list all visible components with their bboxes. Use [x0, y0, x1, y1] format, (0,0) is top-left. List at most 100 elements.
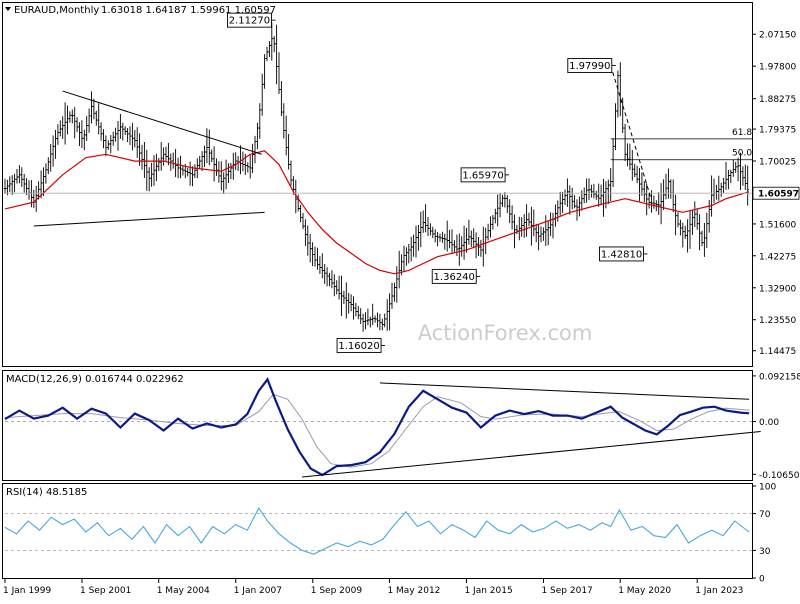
price-bar	[6, 179, 9, 196]
price-bar	[573, 195, 576, 209]
price-bar	[347, 292, 350, 314]
price-bar	[333, 274, 336, 297]
price-bar	[140, 144, 144, 170]
macd-axis-tick-label: 0.092158	[759, 372, 800, 382]
price-bar	[359, 308, 362, 324]
price-bar	[448, 229, 451, 249]
macd-panel	[2, 370, 753, 481]
price-bar	[378, 313, 382, 331]
moving-average-line	[4, 150, 750, 275]
price-bar	[705, 212, 709, 248]
price-bar	[71, 109, 74, 124]
price-bar	[438, 233, 442, 242]
x-axis-tick-label: 1 May 2004	[157, 586, 210, 596]
price-bar	[635, 165, 639, 184]
price-bar	[217, 161, 221, 183]
price-bar	[265, 46, 269, 62]
price-bar	[695, 208, 699, 230]
price-bar	[657, 192, 660, 215]
rsi-axis-tick-label: 0	[759, 575, 765, 585]
price-bar	[10, 175, 14, 195]
price-bar	[222, 172, 225, 194]
price-bar	[186, 167, 189, 177]
price-bar	[590, 184, 593, 198]
price-bar	[304, 219, 307, 246]
fib-level-label: 61.8	[732, 128, 752, 138]
price-bar	[352, 296, 355, 320]
price-bar	[282, 103, 286, 139]
price-bar	[123, 126, 127, 135]
price-bar	[37, 181, 40, 200]
price-bar	[729, 169, 733, 184]
price-bar	[498, 193, 502, 218]
price-bar	[92, 98, 96, 120]
price-bar	[224, 159, 228, 190]
price-axis-tick-label: 1.70025	[759, 158, 796, 168]
price-bar	[51, 135, 55, 167]
rsi-axis-tick-label: 30	[759, 547, 771, 557]
price-bar	[732, 159, 735, 177]
price-bar	[568, 185, 572, 215]
price-bar	[251, 143, 254, 174]
price-bar	[474, 232, 478, 259]
price-bar	[402, 245, 406, 273]
price-bar	[152, 155, 156, 186]
price-bar	[744, 164, 747, 190]
price-axis-tick-label: 1.88275	[759, 95, 796, 105]
price-bar	[135, 127, 139, 158]
price-bar	[582, 187, 586, 204]
price-bar	[335, 280, 338, 295]
price-bar	[289, 160, 293, 186]
price-bar	[537, 224, 540, 251]
price-bar	[477, 237, 480, 256]
price-bar	[47, 157, 50, 175]
price-axis-tick-label: 2.07150	[759, 31, 796, 41]
price-bar	[133, 130, 137, 148]
price-bar	[229, 162, 233, 180]
price-axis-tick-label: 1.32900	[759, 284, 796, 294]
price-annotation-label: 1.65970	[462, 170, 503, 181]
price-bar	[73, 107, 76, 139]
price-bar	[220, 161, 223, 191]
price-bar	[674, 194, 677, 236]
price-bar	[99, 122, 103, 141]
price-bar	[22, 173, 26, 193]
price-bar	[650, 190, 653, 213]
price-bar	[445, 220, 449, 252]
price-bar	[652, 195, 656, 209]
price-bar	[3, 178, 7, 194]
price-bar	[722, 178, 725, 194]
price-bar	[525, 204, 528, 237]
price-bar	[441, 231, 444, 243]
price-bar	[479, 239, 483, 257]
price-bar	[638, 167, 641, 202]
price-bar	[458, 233, 461, 266]
price-bar	[80, 120, 84, 148]
price-bar	[643, 181, 646, 202]
price-bar	[421, 210, 425, 233]
price-bar	[316, 247, 319, 270]
price-layer: 61.8 50.0 2.11270 1.97990 1.65970 1.36240 1.42…	[3, 12, 752, 353]
price-bar	[734, 161, 737, 173]
fib-level-label: 50.0	[732, 149, 752, 159]
price-bar	[570, 187, 574, 210]
price-bar	[597, 183, 600, 207]
price-bar	[407, 243, 411, 264]
price-trendline	[610, 65, 652, 199]
price-bar	[556, 200, 560, 222]
price-bar	[109, 135, 113, 154]
price-bar	[323, 264, 326, 284]
price-bar	[95, 110, 98, 126]
x-axis-tick-label: 1 Jan 2023	[695, 586, 743, 596]
price-bar	[366, 308, 370, 326]
price-bar	[299, 204, 302, 223]
price-bar	[388, 293, 391, 331]
price-bar	[739, 152, 742, 190]
price-bar	[49, 144, 52, 172]
price-bar	[534, 223, 538, 243]
price-bar	[208, 129, 211, 166]
dropdown-triangle-icon[interactable]	[5, 7, 11, 11]
price-bar	[340, 275, 343, 316]
price-bar	[20, 167, 24, 187]
price-bar	[676, 212, 680, 228]
